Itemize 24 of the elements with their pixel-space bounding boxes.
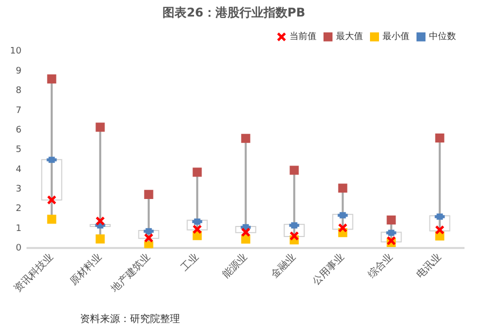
legend-label: 中位数 bbox=[429, 31, 456, 42]
chart-title: 图表26：港股行业指数PB bbox=[162, 5, 306, 20]
y-tick-label: 4 bbox=[16, 164, 22, 175]
x-tick-label: 综合业 bbox=[366, 250, 396, 281]
legend-label: 最小值 bbox=[382, 31, 410, 42]
y-tick-label: 1 bbox=[16, 224, 22, 234]
y-tick-label: 6 bbox=[16, 125, 22, 136]
x-tick-label: 原材料业 bbox=[67, 250, 104, 288]
y-tick-label: 7 bbox=[16, 106, 22, 116]
x-tick-label: 公用事业 bbox=[310, 250, 347, 288]
text: 资料来源：研究院整理 bbox=[80, 313, 180, 325]
x-tick-label: 电讯业 bbox=[414, 250, 444, 281]
y-tick-label: 3 bbox=[16, 184, 22, 194]
legend-label: 当前值 bbox=[290, 31, 316, 42]
y-tick-label: 9 bbox=[16, 66, 22, 76]
x-tick-label: 金融业 bbox=[268, 250, 298, 281]
y-tick-label: 2 bbox=[16, 204, 22, 214]
legend-label: 最大值 bbox=[336, 31, 363, 42]
x-tick-label: 能源业 bbox=[220, 250, 250, 281]
x-tick-label: 工业 bbox=[178, 250, 202, 274]
y-tick-label: 10 bbox=[10, 46, 22, 57]
y-tick-label: 8 bbox=[16, 86, 22, 96]
y-tick-label: 5 bbox=[16, 145, 22, 156]
x-tick-label: 地产建筑业 bbox=[108, 250, 153, 296]
